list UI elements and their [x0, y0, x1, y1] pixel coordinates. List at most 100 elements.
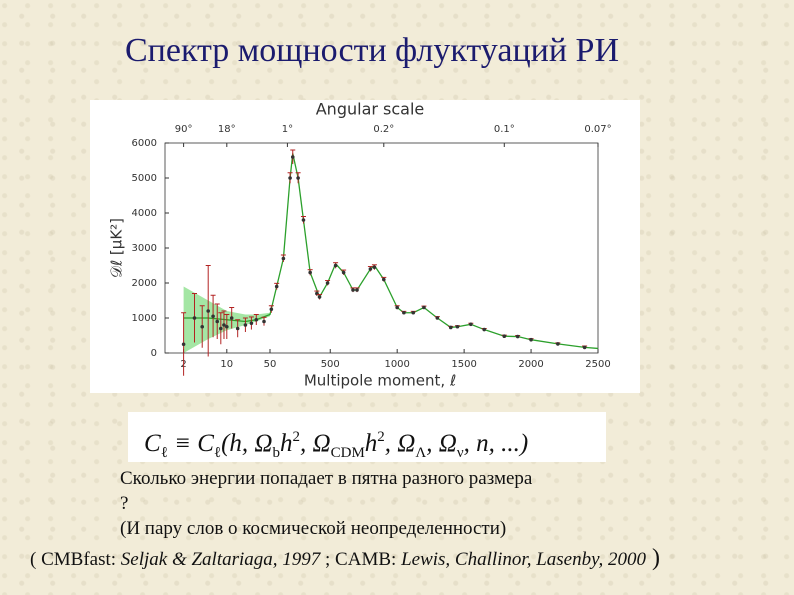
formula: Cℓ ≡ Cℓ(h, Ωbh2, ΩCDMh2, ΩΛ, Ων, n, ...)	[128, 412, 606, 462]
formula-part: h	[364, 430, 378, 457]
data-point	[290, 155, 295, 159]
x-tick-label: 50	[264, 359, 277, 370]
data-point	[341, 270, 346, 275]
data-point	[262, 319, 266, 324]
data-point	[229, 316, 234, 320]
data-point	[243, 323, 248, 327]
data-point	[206, 309, 210, 313]
y-axis-title: 𝒟ℓ [μK²]	[108, 218, 126, 278]
data-point	[254, 317, 259, 322]
top-tick-label: 18°	[218, 124, 236, 135]
x-tick-label: 2500	[585, 359, 610, 370]
slide-title: Спектр мощности флуктуаций РИ	[124, 32, 619, 69]
citation-part: )	[645, 545, 660, 571]
data-point	[502, 334, 507, 339]
chart-image	[90, 100, 640, 393]
data-point	[288, 176, 292, 180]
data-point	[308, 270, 312, 275]
y-tick-label: 0	[151, 348, 157, 359]
data-point	[249, 321, 254, 326]
top-tick-label: 0.2°	[373, 124, 394, 135]
formula-part: ≡ C	[167, 430, 214, 457]
formula-part: Λ	[415, 445, 427, 461]
data-point	[274, 284, 279, 289]
data-point	[422, 305, 426, 310]
data-point	[281, 256, 286, 261]
y-tick-label: 6000	[132, 138, 157, 149]
data-point	[372, 265, 377, 270]
data-point	[211, 314, 215, 319]
data-point	[402, 310, 406, 315]
formula-part: , n, ...)	[463, 430, 529, 457]
x-tick-label: 1500	[451, 359, 476, 370]
formula-part: 2	[377, 429, 385, 445]
body-text: Сколько энергии попадает в пятна разного…	[120, 468, 533, 489]
data-point	[411, 310, 416, 315]
formula-part: CDM	[330, 445, 365, 461]
data-point	[269, 307, 274, 312]
data-point	[355, 288, 359, 292]
data-point	[482, 327, 487, 332]
citation-part: ; CAMB:	[320, 549, 402, 570]
data-point	[235, 326, 240, 331]
formula-part: , Ω	[384, 430, 416, 457]
formula-part: , Ω	[426, 430, 457, 457]
data-point	[455, 324, 460, 329]
data-point	[529, 337, 533, 342]
body-text: ?	[120, 493, 129, 514]
formula-part: (h, Ω	[221, 430, 273, 457]
data-point	[192, 316, 197, 320]
data-point	[181, 342, 186, 347]
data-point	[215, 319, 220, 324]
data-point	[469, 322, 473, 327]
data-point	[395, 305, 399, 310]
citation: ( CMBfast: Seljak & Zaltariaga, 1997 ; C…	[30, 545, 660, 572]
top-axis-title: Angular scale	[316, 100, 425, 119]
formula-part: h	[280, 430, 293, 457]
top-tick-label: 0.1°	[494, 124, 515, 135]
top-tick-label: 0.07°	[584, 124, 611, 135]
top-tick-label: 90°	[175, 124, 193, 135]
data-point	[222, 323, 226, 327]
x-tick-label: 500	[321, 359, 340, 370]
y-tick-label: 3000	[132, 243, 157, 254]
formula-part: ℓ	[213, 445, 222, 461]
body-text: (И пару слов о космической неопределенно…	[120, 518, 507, 539]
x-axis-title: Multipole moment, ℓ	[304, 372, 456, 390]
y-tick-label: 5000	[132, 173, 157, 184]
data-point	[582, 345, 587, 350]
data-point	[515, 334, 520, 339]
y-tick-label: 2000	[132, 278, 157, 289]
data-point	[301, 218, 306, 222]
data-point	[368, 267, 373, 271]
data-point	[225, 324, 229, 329]
data-point	[556, 342, 560, 346]
data-point	[351, 288, 355, 292]
x-tick-label: 10	[220, 359, 233, 370]
formula-part: C	[144, 430, 161, 457]
data-point	[448, 325, 453, 330]
x-tick-label: 1000	[384, 359, 409, 370]
data-point	[381, 277, 386, 282]
y-tick-label: 1000	[132, 313, 157, 324]
formula-part: ν	[456, 445, 464, 461]
top-tick-label: 1°	[282, 124, 293, 135]
citation-part: Lewis, Challinor, Lasenby, 2000	[401, 549, 646, 570]
data-point	[333, 263, 338, 268]
data-point	[296, 176, 300, 180]
data-point	[325, 281, 330, 285]
data-point	[435, 316, 440, 320]
y-tick-label: 4000	[132, 208, 157, 219]
citation-part: Seljak & Zaltariaga, 1997	[120, 549, 321, 570]
formula-part: 2	[292, 429, 301, 445]
formula-part: ℓ	[160, 445, 168, 461]
data-point	[317, 295, 322, 299]
x-tick-label: 2000	[518, 359, 543, 370]
citation-part: ( CMBfast:	[30, 549, 121, 570]
formula-part: , Ω	[300, 430, 331, 457]
formula-part: b	[272, 445, 281, 461]
data-point	[219, 326, 223, 331]
data-point	[200, 324, 205, 329]
